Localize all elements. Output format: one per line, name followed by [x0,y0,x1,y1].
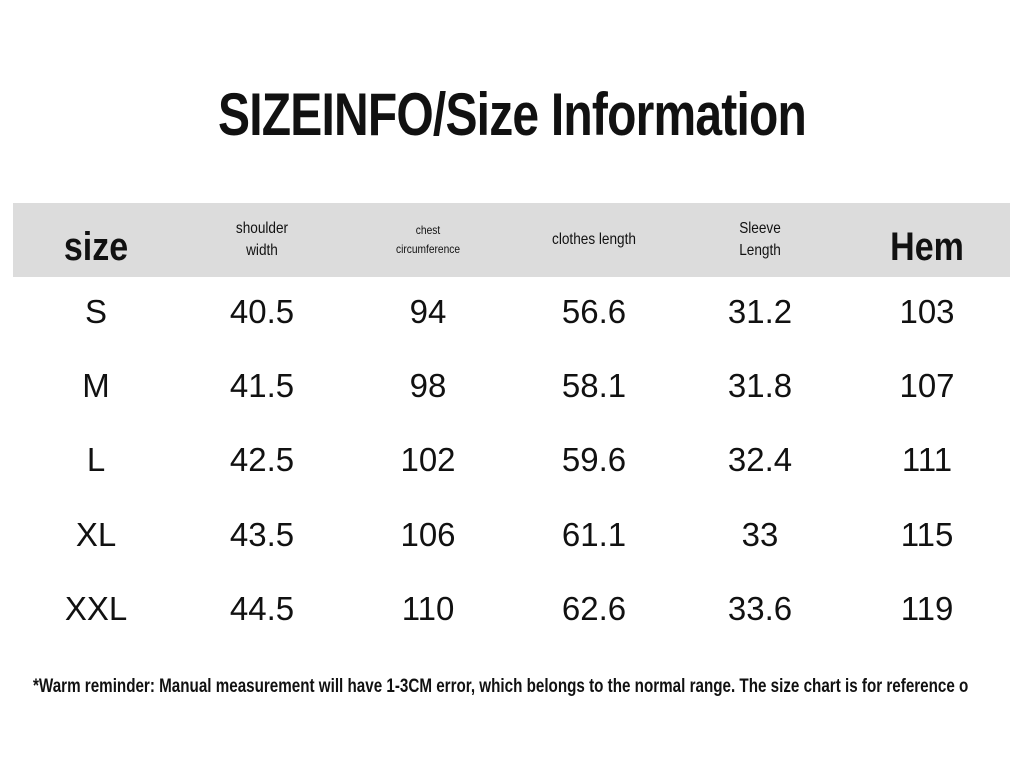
column-header: shoulder width [235,220,289,259]
column-header: clothes length [552,231,636,248]
header-band [13,203,1010,277]
measurement: 32.4 [727,441,793,478]
measurement: 42.5 [229,441,295,478]
measurement: 43.5 [229,516,295,553]
column-header: Sleeve Length [739,220,781,259]
size-label: L [86,441,106,478]
measurement: 106 [400,516,456,553]
title: SIZEINFO/Size Information [217,81,807,148]
measurement: 110 [401,590,455,627]
column-header: Hem [890,225,964,269]
column-header: size [63,225,129,269]
measurement: 119 [900,590,954,627]
size-label: XL [75,516,117,553]
measurement: 59.6 [561,441,627,478]
measurement: 41.5 [229,367,295,404]
measurement: 62.6 [561,590,627,627]
measurement: 61.1 [561,516,627,553]
measurement: 103 [899,293,955,330]
column-header: chest circumference [395,223,461,256]
size-label: XXL [64,590,128,627]
measurement: 31.2 [727,293,793,330]
measurement: 115 [900,516,954,553]
measurement: 107 [899,367,955,404]
measurement: 56.6 [561,293,627,330]
measurement: 94 [409,293,447,330]
size-label: S [84,293,107,330]
measurement: 33 [741,516,779,553]
measurement: 58.1 [561,367,627,404]
measurement: 40.5 [229,293,295,330]
measurement: 111 [901,441,953,478]
footnote: *Warm reminder: Manual measurement will … [33,676,969,697]
measurement: 31.8 [727,367,793,404]
measurement: 33.6 [727,590,793,627]
measurement: 98 [409,367,447,404]
measurement: 102 [400,441,456,478]
measurement: 44.5 [229,590,295,627]
size-label: M [82,367,110,404]
